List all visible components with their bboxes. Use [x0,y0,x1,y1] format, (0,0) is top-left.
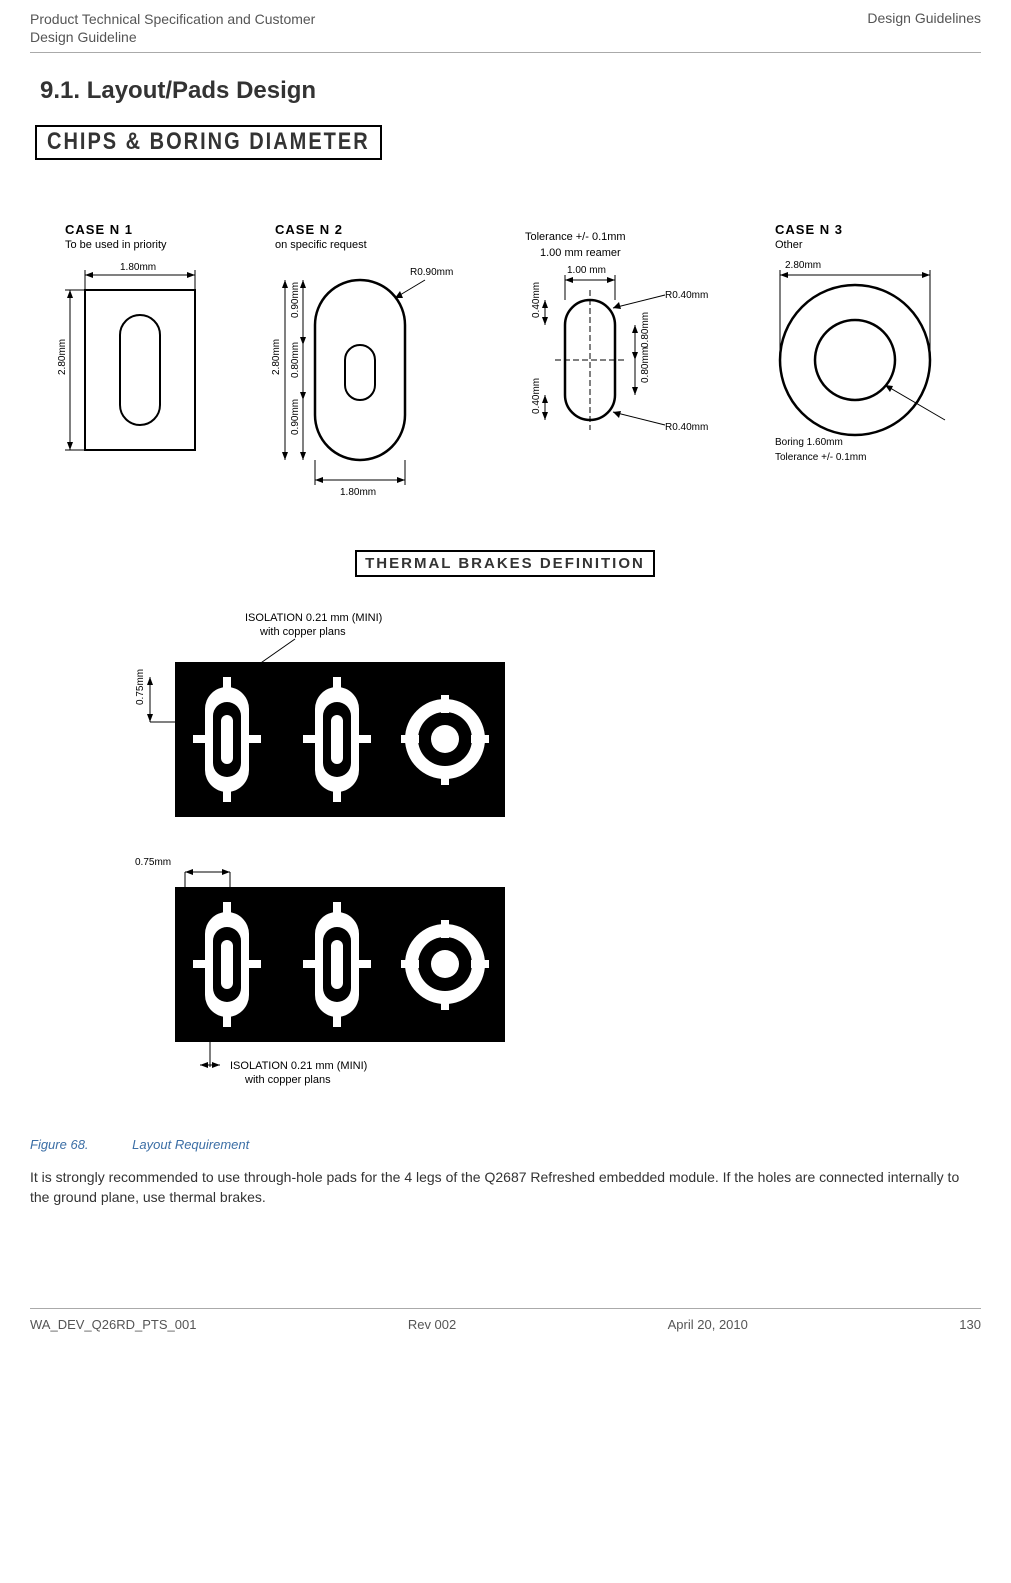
chips-boring-label: CHIPS & BORING DIAMETER [47,129,370,157]
thermal-iso-top-sub: with copper plans [259,626,346,638]
section-heading: Layout/Pads Design [87,77,316,104]
case3-boring: Boring 1.60mm [775,437,843,448]
thermal-title: THERMAL BRAKES DEFINITION [355,550,655,577]
case1-height: 2.80mm [57,339,68,375]
footer-page: 130 [959,1317,981,1332]
body-paragraph: It is strongly recommended to use throug… [30,1168,981,1207]
case-3: CASE N 3 Other 2.80mm Borin [735,220,975,480]
case-1: CASE N 1 To be used in priority 1.80mm [35,220,235,480]
header-right: Design Guidelines [867,10,981,46]
case1-width: 1.80mm [120,262,156,273]
case2-gap-top: 0.90mm [290,282,301,318]
case2-rtop: R0.40mm [665,290,708,301]
figure-area: CHIPS & BORING DIAMETER CASE N 1 To be u… [35,125,975,1107]
case2-total-h: 2.80mm [271,339,282,375]
case2-slot-top: 0.40mm [531,282,542,318]
page-header: Product Technical Specification and Cust… [30,10,981,53]
case3-inner [815,320,895,400]
case3-tol: Tolerance +/- 0.1mm [775,452,866,463]
case2-tol: Tolerance +/- 0.1mm [525,231,626,243]
case1-sub: To be used in priority [65,239,167,251]
cases-row: CASE N 1 To be used in priority 1.80mm [35,220,975,520]
case3-outer [780,285,930,435]
case2-radius: R0.90mm [410,267,453,278]
case2-title: CASE N 2 [275,222,343,237]
figure-title: Layout Requirement [132,1137,249,1152]
case2-slot-bot: 0.40mm [531,378,542,414]
footer-rev: Rev 002 [408,1317,456,1332]
case2-outer-w: 1.80mm [340,487,376,498]
chips-boring-title: CHIPS & BORING DIAMETER [35,125,382,160]
thermal-top-diagram: ISOLATION 0.21 mm (MINI) with copper pla… [35,607,535,837]
thermal-title-label: THERMAL BRAKES DEFINITION [365,555,645,572]
case-2-pad: CASE N 2 on specific request 2.80mm 0. [245,220,455,520]
footer-doc: WA_DEV_Q26RD_PTS_001 [30,1317,196,1332]
section-number: 9.1. [40,77,80,104]
thermal-gap-h: 0.75mm [135,857,171,868]
thermal-section: THERMAL BRAKES DEFINITION ISOLATION 0.21… [35,550,975,1107]
figure-number: Figure 68. [30,1137,89,1152]
case3-sub: Other [775,239,803,251]
thermal-iso-bot-sub: with copper plans [244,1074,331,1086]
case2-reamer: 1.00 mm reamer [540,247,621,259]
case2-slot-w: 1.00 mm [567,265,606,276]
page-footer: WA_DEV_Q26RD_PTS_001 Rev 002 April 20, 2… [30,1308,981,1332]
thermal-iso-bot: ISOLATION 0.21 mm (MINI) [230,1060,367,1072]
case-2-slot-detail: Tolerance +/- 0.1mm 1.00 mm reamer 1.00 … [465,220,725,500]
thermal-bottom-diagram: 0.75mm [35,847,535,1107]
case2-oval [315,280,405,460]
footer-date: April 20, 2010 [668,1317,748,1332]
case2-slot [345,345,375,400]
case2-gap-bot: 0.90mm [290,399,301,435]
case3-title: CASE N 3 [775,222,843,237]
case2-slot-h1: 0.80mm [640,312,651,348]
case2-sub: on specific request [275,239,367,251]
section-title: 9.1. Layout/Pads Design [40,77,981,105]
case2-rbot: R0.40mm [665,422,708,433]
case1-title: CASE N 1 [65,222,133,237]
case2-pad-h: 0.80mm [290,342,301,378]
case3-outer-d: 2.80mm [785,260,821,271]
figure-caption: Figure 68. Layout Requirement [30,1137,981,1152]
case2-slot-h2: 0.80mm [640,347,651,383]
case1-slot [120,315,160,425]
thermal-gap-v: 0.75mm [135,669,146,705]
header-left: Product Technical Specification and Cust… [30,10,330,46]
thermal-iso-top: ISOLATION 0.21 mm (MINI) [245,612,382,624]
